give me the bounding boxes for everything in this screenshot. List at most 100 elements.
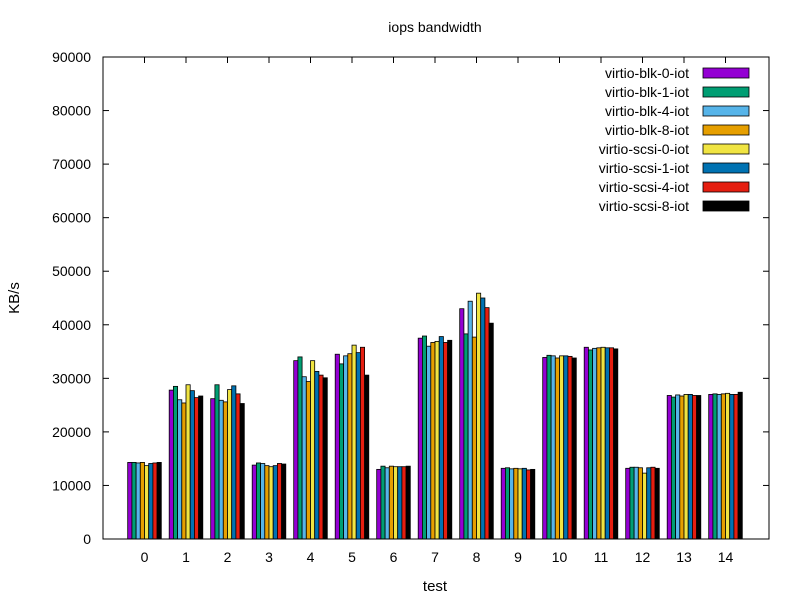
bar	[671, 396, 677, 540]
bar	[347, 353, 353, 540]
bar	[687, 393, 693, 540]
legend-swatch	[702, 143, 750, 155]
bar	[268, 466, 274, 540]
y-tick-label: 20000	[52, 424, 91, 440]
legend-label: virtio-blk-8-iot	[605, 122, 689, 138]
bar	[625, 467, 631, 540]
chart-title: iops bandwidth	[388, 19, 481, 35]
bar	[604, 347, 610, 540]
legend: virtio-blk-0-iot virtio-blk-1-iot virtio-b…	[599, 65, 750, 214]
bar	[421, 335, 427, 540]
bar	[405, 465, 411, 540]
bar	[733, 393, 739, 540]
bar	[305, 381, 311, 540]
bar	[135, 462, 141, 540]
bar	[430, 342, 436, 540]
bar	[177, 399, 183, 540]
bar	[193, 397, 199, 540]
x-axis-ticks: 0 1 2 3 4 5 6 7 8 9 10 11 12 13 14	[141, 57, 734, 565]
bar	[239, 403, 245, 540]
bar	[504, 467, 510, 540]
bar	[198, 395, 204, 540]
bar	[550, 355, 556, 540]
bar	[530, 468, 536, 540]
bar	[293, 360, 299, 540]
bar	[696, 395, 702, 540]
bar	[417, 337, 423, 540]
x-tick-label: 1	[182, 549, 190, 565]
bar	[592, 347, 598, 540]
bar	[231, 385, 237, 540]
bar	[260, 463, 266, 540]
y-tick-label: 60000	[52, 210, 91, 226]
bar	[471, 336, 477, 540]
legend-label: virtio-scsi-4-iot	[599, 179, 689, 195]
legend-label: virtio-scsi-0-iot	[599, 141, 689, 157]
bar	[488, 322, 494, 540]
bar	[314, 370, 320, 540]
legend-swatch	[702, 181, 750, 193]
y-tick-label: 30000	[52, 370, 91, 386]
bar	[546, 354, 552, 540]
bar	[571, 357, 577, 540]
bar	[675, 394, 681, 540]
bar	[148, 463, 154, 540]
y-tick-label: 40000	[52, 317, 91, 333]
bar	[633, 466, 639, 540]
bar	[646, 467, 652, 540]
bar	[559, 355, 565, 540]
bar	[567, 355, 573, 540]
bar	[588, 349, 594, 540]
x-tick-label: 0	[141, 549, 149, 565]
bar	[463, 333, 469, 540]
x-tick-label: 7	[431, 549, 439, 565]
bar	[542, 357, 548, 540]
y-axis-label: KB/s	[6, 282, 23, 314]
bar	[255, 462, 261, 540]
bar	[500, 467, 506, 540]
bar	[692, 395, 698, 540]
bar	[272, 465, 278, 540]
x-tick-label: 9	[514, 549, 522, 565]
bar	[343, 355, 349, 540]
bar	[214, 384, 220, 540]
bar	[654, 467, 660, 540]
plot-frame	[102, 56, 770, 540]
bar	[189, 390, 195, 540]
bar	[139, 462, 145, 540]
bar	[484, 307, 490, 540]
bar	[526, 469, 532, 540]
bar	[600, 346, 606, 540]
bar-groups	[127, 292, 743, 540]
legend-swatch	[702, 162, 750, 174]
x-tick-label: 14	[718, 549, 734, 565]
y-tick-label: 10000	[52, 477, 91, 493]
bar	[716, 393, 722, 540]
bar	[210, 398, 216, 540]
bar	[637, 467, 643, 540]
bar	[144, 465, 150, 540]
bar	[476, 292, 482, 540]
bar	[596, 347, 602, 540]
bar	[152, 462, 158, 540]
bar	[613, 348, 619, 540]
bar	[276, 463, 282, 540]
bar	[185, 384, 191, 540]
legend-swatch	[702, 200, 750, 212]
bar	[708, 393, 714, 540]
x-tick-label: 6	[390, 549, 398, 565]
bar	[725, 392, 731, 540]
bar	[397, 466, 403, 540]
bar	[297, 356, 303, 540]
x-tick-label: 13	[676, 549, 692, 565]
bar	[310, 360, 316, 540]
bar	[355, 352, 361, 540]
y-axis-ticks: 0 10000 20000 30000 40000 50000 60000 70000 8000…	[52, 49, 769, 547]
y-tick-label: 50000	[52, 263, 91, 279]
y-tick-label: 80000	[52, 103, 91, 119]
bar	[712, 393, 718, 540]
x-tick-label: 5	[348, 549, 356, 565]
bar	[172, 385, 178, 540]
x-tick-label: 2	[224, 549, 232, 565]
bar	[218, 399, 224, 540]
